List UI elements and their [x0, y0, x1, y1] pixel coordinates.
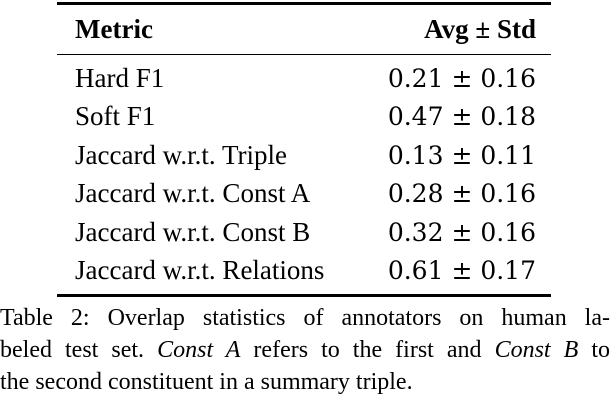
- table-row: Jaccard w.r.t. Relations 0.61 ± 0.17: [57, 252, 551, 291]
- table-row: Hard F1 0.21 ± 0.16: [57, 59, 551, 98]
- caption-line-1: Table 2: Overlap statistics of annotator…: [0, 302, 610, 334]
- metric-cell: Jaccard w.r.t. Const A: [75, 178, 311, 209]
- metric-cell: Jaccard w.r.t. Const B: [75, 216, 311, 247]
- metrics-table: Metric Avg ± Std Hard F1 0.21 ± 0.16 Sof…: [57, 2, 551, 297]
- bottom-rule: [57, 294, 551, 297]
- caption-text: to: [578, 337, 610, 363]
- caption-text: refers to the first and: [240, 337, 495, 363]
- value-cell: 0.13 ± 0.11: [387, 140, 536, 170]
- table-caption: Table 2: Overlap statistics of annotator…: [0, 302, 610, 398]
- table-row: Jaccard w.r.t. Const A 0.28 ± 0.16: [57, 175, 551, 214]
- header-value-label: Avg ± Std: [424, 13, 536, 44]
- metric-cell: Soft F1: [75, 101, 156, 132]
- header-metric-label: Metric: [75, 13, 153, 44]
- table-header-row: Metric Avg ± Std: [57, 5, 551, 54]
- top-rule: [57, 2, 551, 5]
- caption-text: Table 2: Overlap statistics of annotator…: [0, 305, 610, 331]
- value-cell: 0.21 ± 0.16: [387, 63, 536, 93]
- metric-cell: Jaccard w.r.t. Triple: [75, 139, 287, 170]
- metric-cell: Jaccard w.r.t. Relations: [75, 255, 325, 286]
- caption-text: beled test set.: [0, 337, 158, 363]
- table-body: Hard F1 0.21 ± 0.16 Soft F1 0.47 ± 0.18 …: [57, 55, 551, 294]
- table-row: Jaccard w.r.t. Const B 0.32 ± 0.16: [57, 213, 551, 252]
- value-cell: 0.28 ± 0.16: [387, 179, 536, 209]
- caption-line-3: the second constituent in a summary trip…: [0, 366, 610, 398]
- caption-const-a: Const A: [157, 337, 241, 363]
- value-cell: 0.61 ± 0.17: [387, 256, 536, 286]
- value-cell: 0.32 ± 0.16: [387, 217, 536, 247]
- metric-cell: Hard F1: [75, 62, 165, 93]
- table-row: Soft F1 0.47 ± 0.18: [57, 98, 551, 137]
- caption-const-b: Const B: [494, 337, 579, 363]
- caption-text: the second constituent in a summary trip…: [0, 369, 413, 395]
- caption-line-2: beled test set. Const A refers to the fi…: [0, 334, 610, 366]
- mid-rule: [57, 53, 551, 55]
- table-row: Jaccard w.r.t. Triple 0.13 ± 0.11: [57, 136, 551, 175]
- value-cell: 0.47 ± 0.18: [387, 102, 536, 132]
